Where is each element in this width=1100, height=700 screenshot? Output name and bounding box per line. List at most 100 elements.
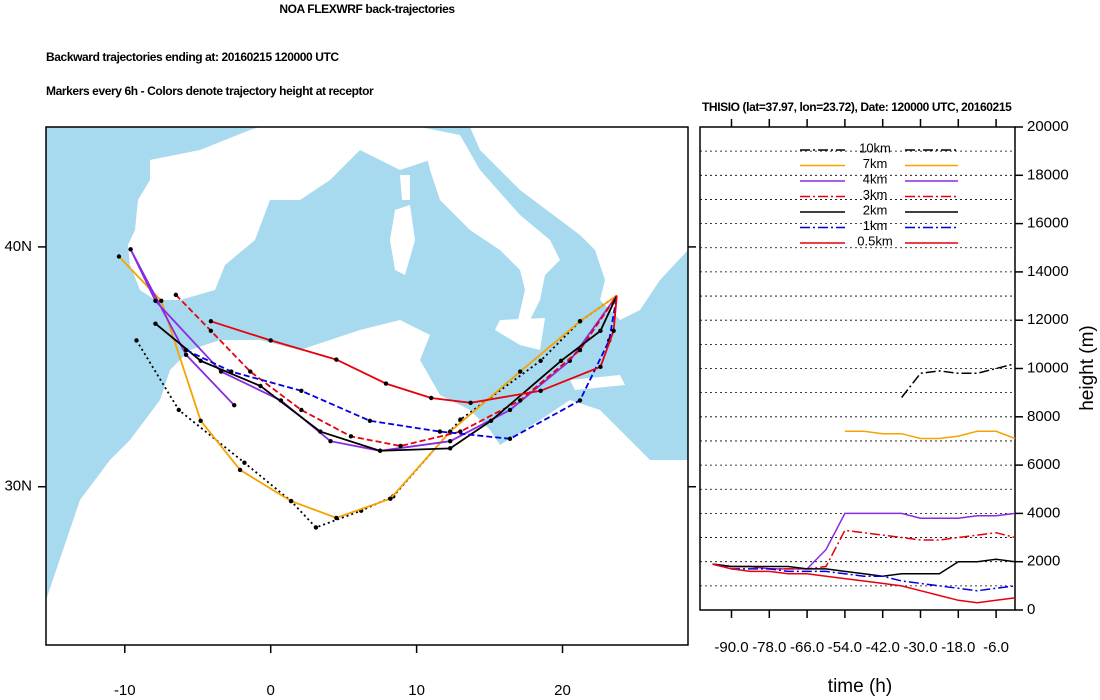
marker [468,400,473,405]
marker [518,369,523,374]
y-tick-label: 6000 [1027,456,1060,473]
height-line [712,563,1016,604]
subtitle: Backward trajectories ending at: 2016021… [46,50,339,64]
marker [447,438,453,444]
y-tick-label: 0 [1027,601,1035,618]
x-tick-label: 0 [267,682,275,699]
x-tick-label: -42.0 [866,639,900,656]
marker [116,254,122,259]
marker [598,328,603,334]
legend-label: 1km [863,218,888,233]
marker [242,460,247,465]
y-tick-label: 20000 [1027,118,1069,135]
y-tick-label: 10000 [1027,359,1069,376]
marker [176,407,181,413]
x-tick-label: 20 [554,682,571,699]
legend-label: 4km [863,171,888,186]
height-line [712,512,1016,570]
marker [288,498,294,504]
x-tick-label: -66.0 [790,639,824,656]
height-line [844,430,1016,440]
marker [313,525,319,530]
marker [538,358,543,364]
legend-label: 3km [863,187,888,202]
marker [183,347,189,353]
x-axis-label: time (h) [828,676,892,697]
marker [507,436,513,441]
panel-title: THISIO (lat=37.97, lon=23.72), Date: 120… [702,100,1012,114]
marker [248,369,253,374]
legend-label: 2km [863,202,888,217]
y-tick-label: 12000 [1027,311,1069,328]
marker [208,328,214,334]
marker [334,515,339,521]
marker [334,357,339,362]
marker [558,358,564,364]
marker [437,429,443,434]
marker [237,467,243,473]
marker [388,496,393,501]
marker [232,402,237,408]
marker [577,347,583,353]
x-tick-label: -10 [114,682,136,699]
y-tick-label: 2000 [1027,553,1060,570]
marker [577,319,583,324]
y-tick-label: 14000 [1027,263,1069,280]
map-frame [45,126,689,646]
marker [383,381,389,386]
x-tick-label: -78.0 [752,639,786,656]
marker [458,417,463,422]
marker [328,438,333,444]
y-tick-label: 40N [4,238,32,255]
marker [318,429,323,434]
marker [488,418,494,423]
x-tick-label: -6.0 [983,639,1009,656]
x-tick-label: -90.0 [714,639,748,656]
legend-label: 7km [863,156,888,171]
marker [348,434,354,439]
title: NOA FLEXWRF back-trajectories [279,2,455,16]
height-line [712,529,1016,570]
marker [507,407,513,413]
y-tick-label: 16000 [1027,215,1069,232]
y-tick-label: 30N [4,478,32,495]
marker [173,292,179,298]
y-tick-label: 18000 [1027,166,1069,183]
x-tick-label: -54.0 [828,639,862,656]
marker [598,364,603,370]
marker [429,395,434,401]
trajectory [175,294,618,447]
marker [611,328,616,334]
height-line [901,362,1016,398]
marker [134,338,139,343]
marker [128,247,133,252]
height-line [712,563,1016,592]
marker [377,448,383,453]
marker [299,388,304,393]
marker [198,418,203,423]
marker [159,298,164,304]
marker [299,407,304,413]
marker [268,338,273,343]
y-tick-label: 8000 [1027,408,1060,425]
marker [183,352,189,358]
marker [153,298,158,304]
marker [577,398,583,403]
marker [398,443,403,449]
trajectory [210,295,618,404]
legend-label: 10km [859,140,891,155]
y-tick-label: 4000 [1027,504,1060,521]
x-tick-label: 10 [408,682,425,699]
x-tick-label: -30.0 [903,639,937,656]
marker [258,383,263,389]
marker [538,388,543,393]
marker [153,321,158,326]
marker [208,319,214,324]
note: Markers every 6h - Colors denote traject… [46,84,374,98]
y-axis-label: height (m) [1077,325,1098,411]
marker [367,418,373,423]
marker [518,398,523,403]
marker [447,446,453,451]
